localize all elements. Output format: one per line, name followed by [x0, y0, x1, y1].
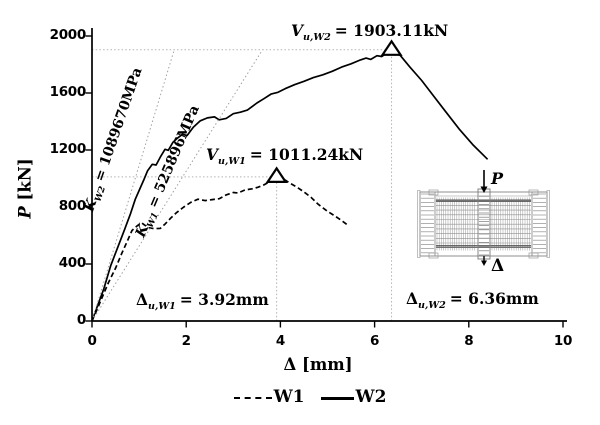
- x-tick-label: 4: [275, 333, 285, 349]
- legend-label-w2: W2: [355, 387, 387, 407]
- annotation-disp-w2: Δu,W2 = 6.36mm: [406, 289, 539, 312]
- annotation-peak-w2: Vu,W2 = 1903.11kN: [291, 21, 449, 44]
- legend: W1 W2: [185, 387, 435, 407]
- y-tick-label: 1600: [49, 84, 87, 100]
- solid-line-sample-icon: [320, 396, 354, 400]
- dashed-line-sample-icon: [233, 397, 272, 399]
- y-tick-label: 0: [76, 312, 86, 328]
- legend-item-w2: W2: [320, 387, 387, 407]
- y-axis-title: P [kN]: [15, 158, 35, 219]
- x-tick-label: 0: [87, 333, 97, 349]
- load-arrow-icon: [480, 170, 488, 193]
- annotation-peak-w1: Vu,W1 = 1011.24kN: [206, 145, 364, 168]
- x-tick-label: 6: [370, 333, 380, 349]
- y-tick-label: 1200: [49, 141, 87, 157]
- y-tick-label: 2000: [49, 27, 87, 43]
- inset-load-label: P: [491, 169, 504, 188]
- x-tick-label: 8: [464, 333, 474, 349]
- x-tick-label: 10: [553, 333, 573, 349]
- annotation-disp-w1: Δu,W1 = 3.92mm: [136, 290, 269, 313]
- displacement-arrow-icon: [481, 256, 487, 266]
- y-tick-label: 400: [58, 255, 87, 271]
- inset-disp-label: Δ: [491, 256, 505, 276]
- x-axis-title: Δ [mm]: [283, 355, 353, 374]
- specimen-inset: [417, 170, 550, 266]
- legend-label-w1: W1: [273, 387, 305, 407]
- x-tick-label: 2: [181, 333, 191, 349]
- y-tick-label: 800: [58, 198, 87, 214]
- legend-item-w1: W1: [233, 387, 305, 407]
